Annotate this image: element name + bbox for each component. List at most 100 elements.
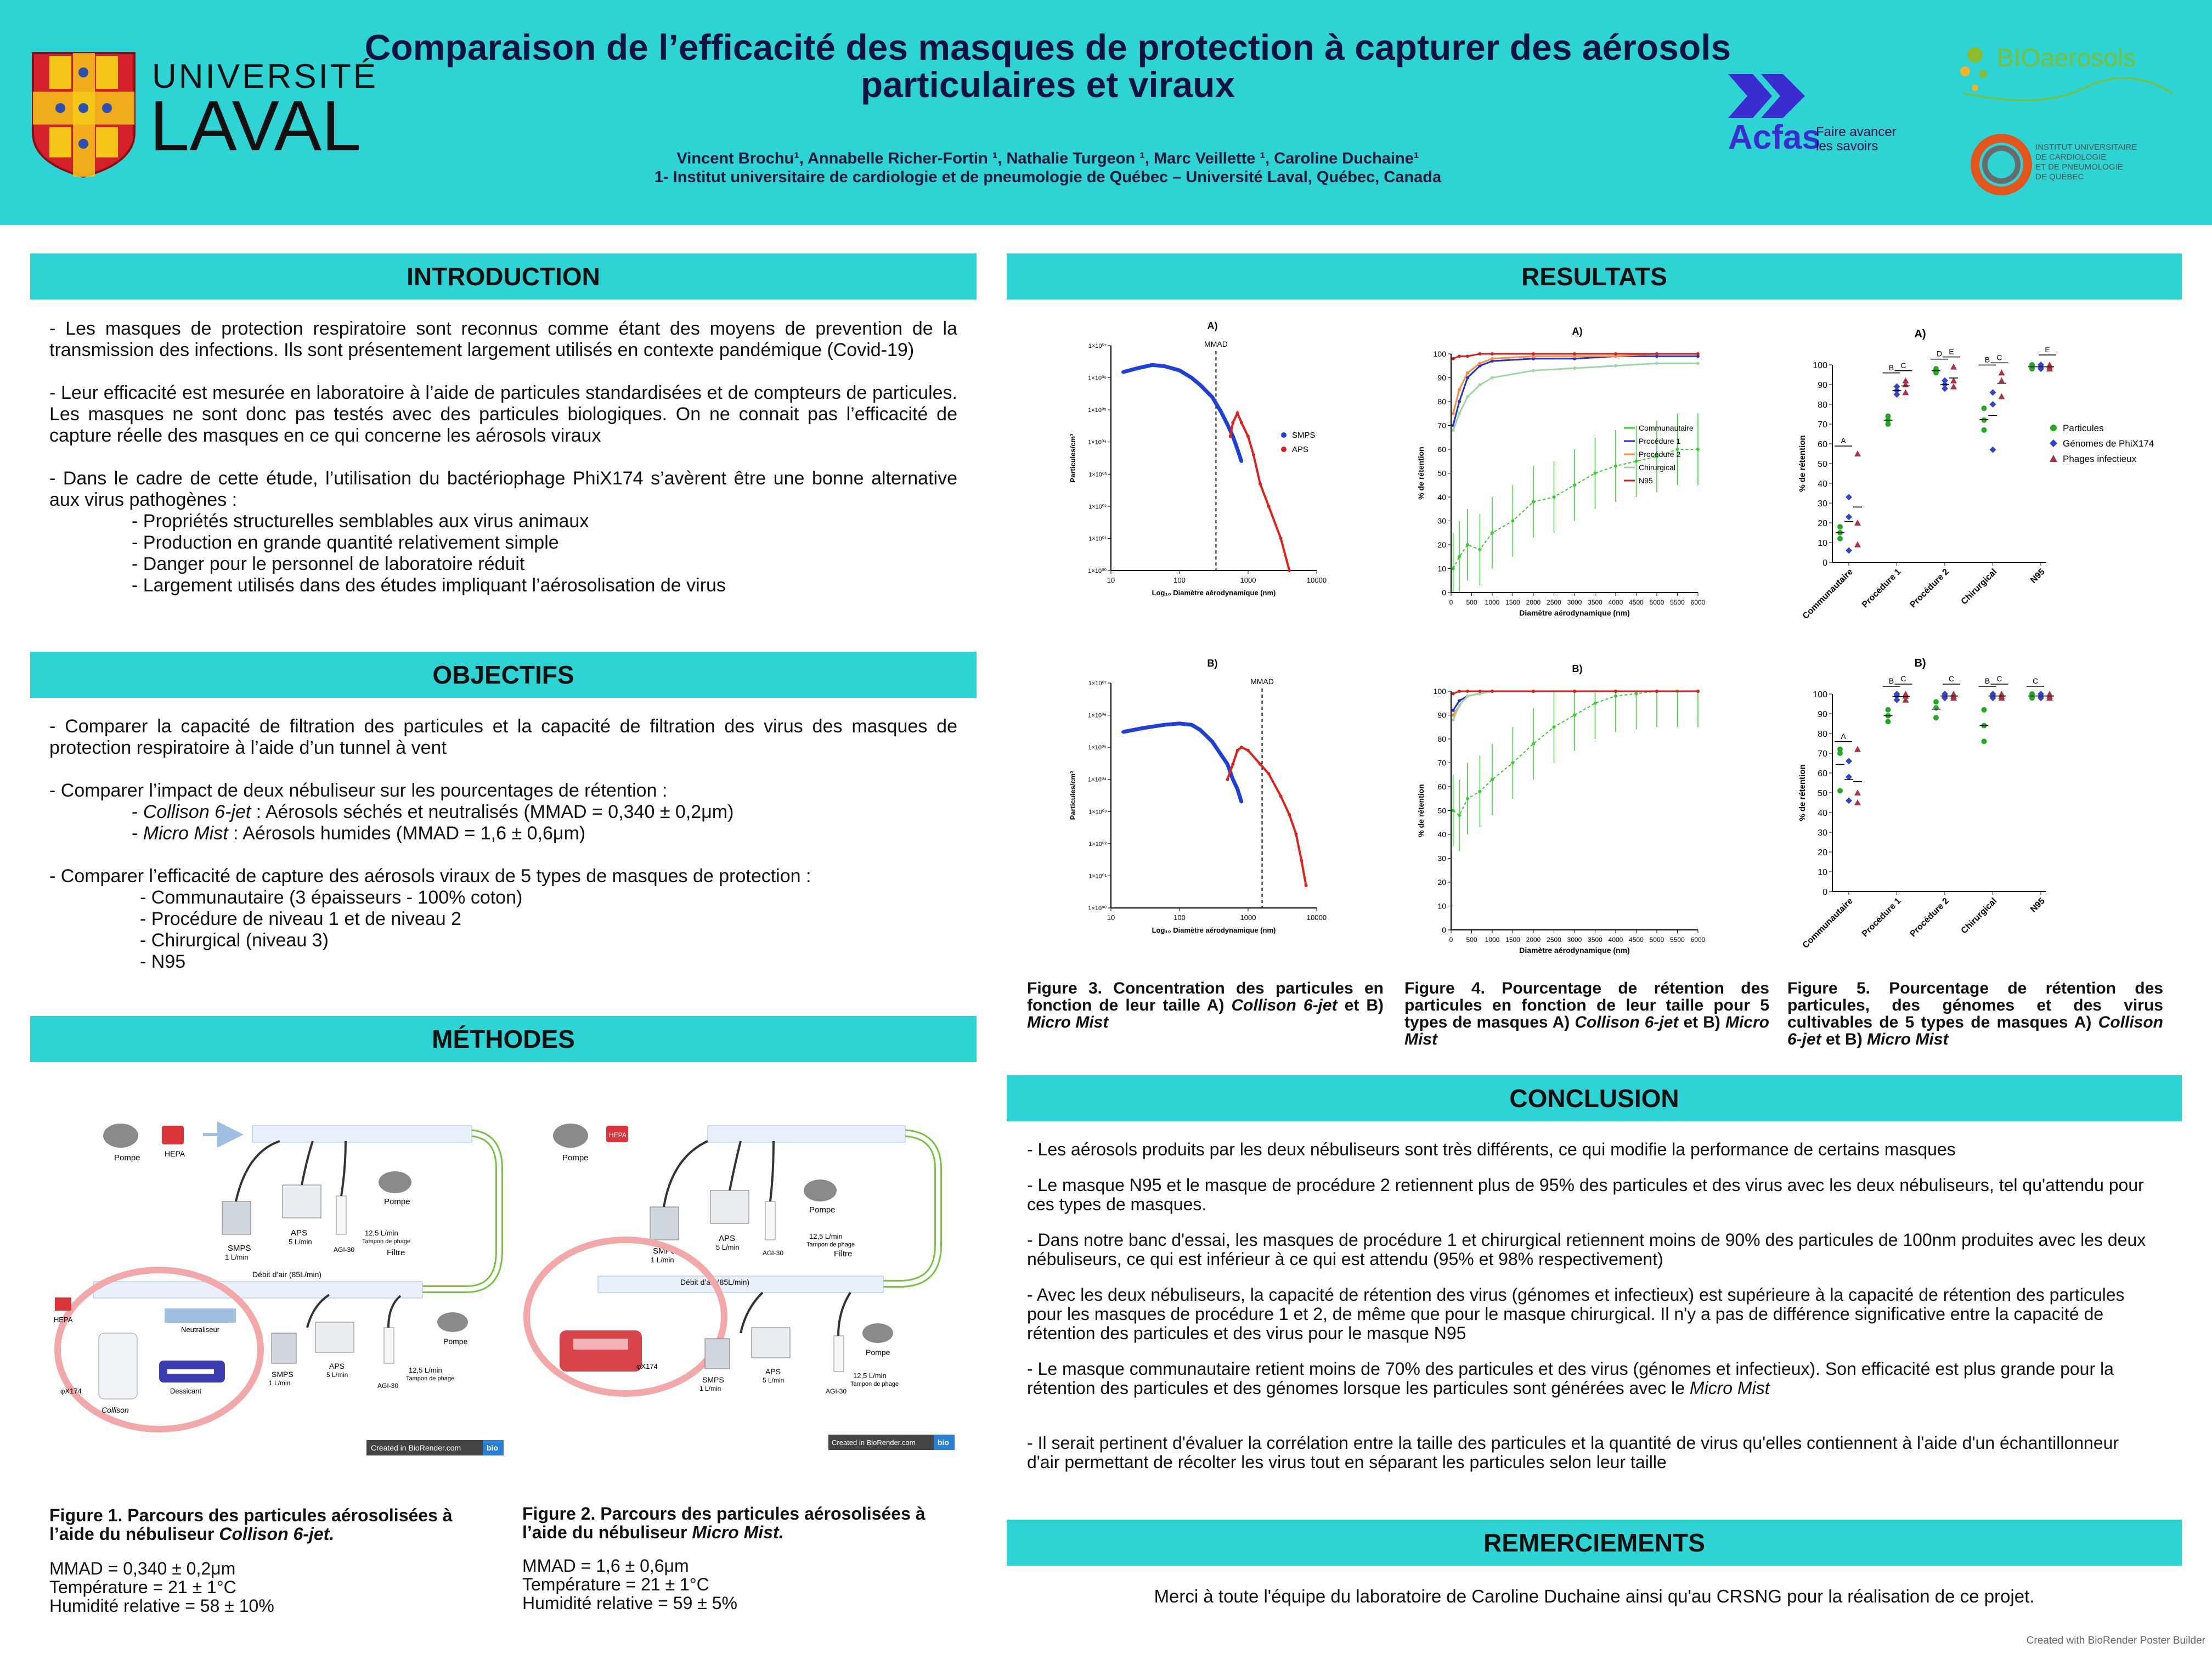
- data-point: [1235, 787, 1239, 791]
- data-point: [1696, 448, 1700, 451]
- data-point: [1491, 376, 1494, 380]
- series-line: [1453, 690, 1698, 695]
- x-axis-label: Diamètre aérodynamique (nm): [1519, 946, 1630, 955]
- nebuliser-highlight: [54, 1267, 264, 1432]
- collison-label: Collison: [101, 1406, 129, 1414]
- introduction-body: - Les masques de protection respiratoire…: [49, 318, 957, 596]
- x-tick-label: N95: [2029, 896, 2047, 915]
- bioaerosols-name: BIOaerosols: [1997, 43, 2136, 72]
- data-point: [1458, 699, 1461, 703]
- x-tick-label: 1500: [1505, 936, 1520, 944]
- micromist-pump-icon: [560, 1330, 642, 1372]
- data-point: [2029, 362, 2035, 368]
- x-tick-label: 2000: [1526, 936, 1541, 944]
- data-point: [1300, 859, 1304, 862]
- significance-letter: E: [1949, 347, 1954, 356]
- y-tick-label: 80: [1437, 397, 1446, 406]
- hepa-left-label: HEPA: [54, 1316, 73, 1324]
- significance-letter: A: [1841, 436, 1846, 445]
- data-point: [1998, 393, 2005, 399]
- aps-device-icon: [315, 1322, 354, 1353]
- legend-label: Phages infectieux: [2063, 454, 2137, 464]
- data-point: [1231, 421, 1235, 425]
- y-tick-label: 1×10⁰²: [1088, 504, 1107, 510]
- fig2-mmad: MMAD = 1,6 ± 0,6μm: [522, 1556, 689, 1576]
- data-point: [1198, 728, 1202, 732]
- data-point: [1532, 369, 1535, 373]
- iucpq-line1: INSTITUT UNIVERSITAIRE: [2035, 143, 2137, 152]
- data-point: [1837, 535, 1843, 541]
- data-point: [1837, 746, 1843, 752]
- iucpq-line4: DE QUÉBEC: [2035, 172, 2084, 182]
- legend-marker: [1281, 432, 1286, 438]
- significance-letter: C: [2033, 676, 2038, 685]
- smps-device-icon: [222, 1201, 251, 1235]
- iucpq-line2: DE CARDIOLOGIE: [2035, 153, 2107, 162]
- y-tick-label: 0: [1442, 588, 1446, 597]
- flow-label: 12,5 L/min: [853, 1372, 887, 1380]
- y-tick-label: 60: [1437, 782, 1446, 791]
- biorender-bio: bio: [487, 1443, 498, 1452]
- chart-panel-label: B): [1914, 657, 1926, 669]
- y-tick-label: 1×10⁰⁷: [1088, 680, 1107, 687]
- pump-label: Pompe: [384, 1197, 410, 1206]
- x-tick-label: 3000: [1567, 599, 1582, 606]
- data-point: [1532, 500, 1535, 504]
- figure-3b-chart: B) 1×10⁰⁷ 1×10⁰⁶ 1×10⁰⁵ 1×10⁰⁴ 1×10⁰³ 1×10⁰² 1×…: [1069, 658, 1327, 934]
- remerciements-heading: REMERCIEMENTS: [1007, 1520, 2182, 1566]
- affiliation: 1- Institut universitaire de cardiologie…: [654, 168, 1442, 186]
- data-point: [1675, 448, 1679, 451]
- y-tick-label: 1×10⁰⁰: [1088, 905, 1107, 912]
- x-tick-label: 0: [1449, 599, 1453, 606]
- legend-label: Chirurgical: [1639, 463, 1675, 472]
- y-tick-label: 1×10⁰⁵: [1088, 407, 1107, 414]
- x-tick-label: 3500: [1588, 936, 1602, 944]
- data-point: [1288, 569, 1291, 572]
- y-tick-label: 60: [1818, 440, 1827, 449]
- figure-3-caption: Figure 3. Concentration des particules e…: [1027, 979, 1384, 1031]
- data-point: [1573, 713, 1576, 717]
- data-point: [1451, 713, 1455, 717]
- x-tick-label: 5000: [1650, 599, 1664, 606]
- phage-buffer-label: Tampon de phage: [850, 1381, 899, 1387]
- smps-device-icon: [271, 1333, 297, 1364]
- mask-type: - Procédure de niveau 1 et de niveau 2: [140, 909, 461, 929]
- data-point: [1231, 435, 1235, 438]
- data-point: [1458, 411, 1461, 415]
- x-tick-label: 5000: [1650, 936, 1664, 944]
- data-point: [1150, 363, 1154, 367]
- biorender-text: Created in BioRender.com: [832, 1438, 915, 1447]
- data-point: [1854, 450, 1861, 456]
- series-line-smps: [1122, 721, 1244, 803]
- y-tick-label: 1×10⁰³: [1088, 809, 1107, 815]
- author-list: Vincent Brochu¹, Annabelle Richer-Fortin…: [676, 150, 1419, 167]
- data-point: [1933, 699, 1939, 705]
- significance-letter: C: [1996, 353, 2002, 362]
- data-point: [1451, 411, 1455, 415]
- data-point: [1491, 690, 1494, 693]
- introduction-bullet: - Production en grande quantité relative…: [132, 532, 559, 553]
- aps-flow: 5 L/min: [289, 1238, 312, 1246]
- conclusion-item: - Les aérosols produits par les deux néb…: [1027, 1139, 1956, 1159]
- y-tick-label: 1×10⁰⁴: [1088, 777, 1107, 783]
- data-point: [1458, 354, 1461, 358]
- y-axis-label: % de rétention: [1798, 435, 1807, 492]
- y-axis-label: % de rétention: [1417, 784, 1425, 837]
- chart-panel-label: A): [1572, 326, 1583, 337]
- data-point: [1885, 719, 1891, 725]
- setup-diagram-micromist: Pompe HEPA SMPS 1 L/min APS 5 L/min AGI-…: [523, 1124, 955, 1450]
- data-point: [1226, 777, 1229, 781]
- data-point: [1246, 748, 1250, 752]
- authors-block: Vincent Brochu¹, Annabelle Richer-Fortin…: [494, 149, 1602, 187]
- introduction-bullet: - Propriétés structurelles semblables au…: [132, 511, 589, 532]
- data-point: [1219, 753, 1223, 757]
- laval-logo-line2: LAVAL: [150, 86, 362, 166]
- y-axis-label: % de rétention: [1417, 447, 1425, 499]
- legend-label: Génomes de PhiX174: [2063, 438, 2154, 449]
- x-tick-label: 4500: [1629, 936, 1644, 944]
- x-tick-label: 2500: [1547, 599, 1561, 606]
- data-point: [1854, 799, 1861, 805]
- data-point: [1478, 362, 1482, 365]
- hepa-filter-icon: [55, 1297, 71, 1311]
